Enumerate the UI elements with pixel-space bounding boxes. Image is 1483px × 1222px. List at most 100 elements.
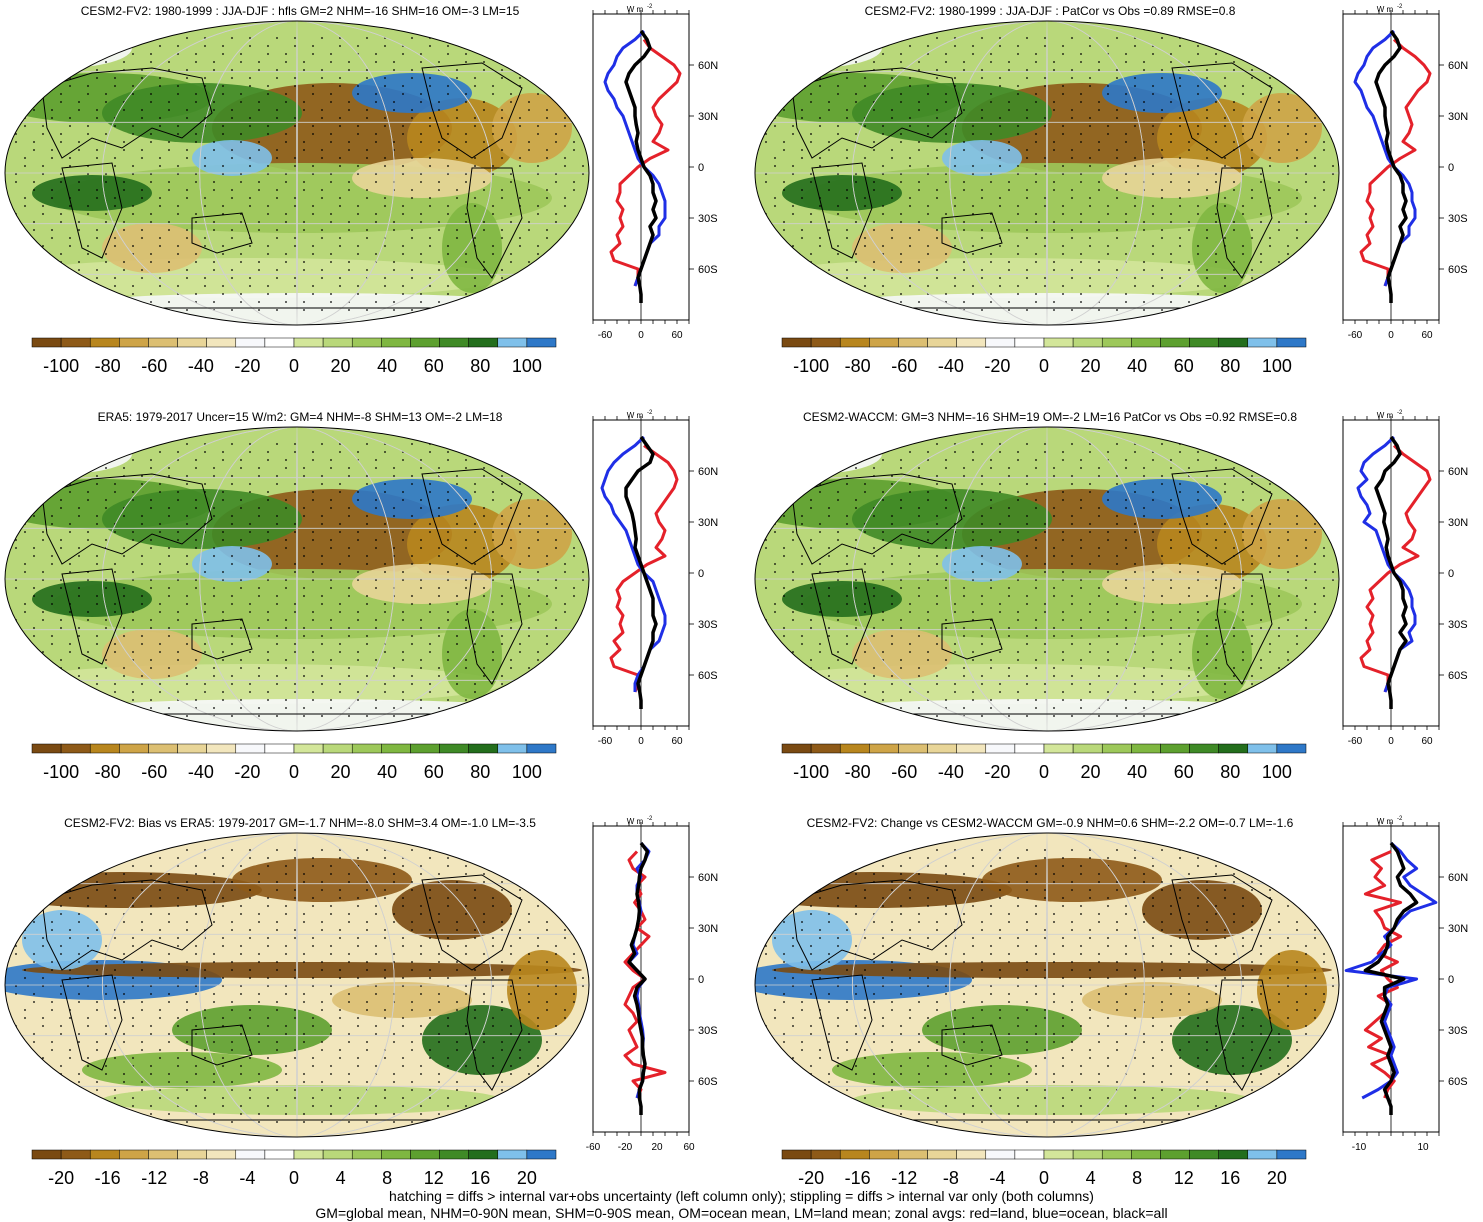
stipple-dot bbox=[537, 659, 539, 661]
stipple-dot bbox=[792, 499, 794, 501]
stipple-dot bbox=[375, 873, 377, 875]
stipple-dot bbox=[258, 261, 260, 263]
colorbar-swatch bbox=[1219, 744, 1248, 753]
stipple-dot bbox=[483, 881, 485, 883]
map-field bbox=[2, 830, 592, 1140]
stipple-dot bbox=[990, 667, 992, 669]
stipple-dot bbox=[429, 969, 431, 971]
stipple-dot bbox=[267, 1025, 269, 1027]
stipple-dot bbox=[954, 611, 956, 613]
stipple-dot bbox=[114, 977, 116, 979]
stipple-dot bbox=[864, 443, 866, 445]
stipple-dot bbox=[927, 691, 929, 693]
stipple-dot bbox=[366, 969, 368, 971]
stipple-dot bbox=[873, 635, 875, 637]
stipple-dot bbox=[159, 197, 161, 199]
stipple-dot bbox=[981, 595, 983, 597]
stipple-dot bbox=[276, 189, 278, 191]
stipple-dot bbox=[114, 897, 116, 899]
stipple-dot bbox=[141, 1009, 143, 1011]
stipple-dot bbox=[846, 555, 848, 557]
stipple-dot bbox=[177, 285, 179, 287]
stipple-dot bbox=[1179, 531, 1181, 533]
stipple-dot bbox=[1224, 125, 1226, 127]
stipple-dot bbox=[981, 189, 983, 191]
stipple-dot bbox=[213, 635, 215, 637]
stipple-dot bbox=[24, 691, 26, 693]
stipple-dot bbox=[846, 683, 848, 685]
stipple-dot bbox=[78, 913, 80, 915]
stipple-dot bbox=[1071, 555, 1073, 557]
stipple-dot bbox=[150, 913, 152, 915]
stipple-dot bbox=[384, 197, 386, 199]
stipple-dot bbox=[564, 237, 566, 239]
stipple-dot bbox=[1161, 483, 1163, 485]
stipple-dot bbox=[114, 611, 116, 613]
colorbar-swatch bbox=[265, 744, 294, 753]
stipple-dot bbox=[1197, 205, 1199, 207]
x-tick-label: 20 bbox=[651, 1142, 663, 1153]
stipple-dot bbox=[483, 667, 485, 669]
stipple-dot bbox=[483, 141, 485, 143]
stipple-dot bbox=[1017, 459, 1019, 461]
stipple-dot bbox=[87, 213, 89, 215]
stipple-dot bbox=[24, 491, 26, 493]
stipple-dot bbox=[168, 547, 170, 549]
stipple-dot bbox=[168, 61, 170, 63]
stipple-dot bbox=[249, 285, 251, 287]
stipple-dot bbox=[51, 889, 53, 891]
stipple-dot bbox=[267, 1057, 269, 1059]
stipple-dot bbox=[1170, 467, 1172, 469]
stipple-dot bbox=[285, 53, 287, 55]
stipple-dot bbox=[1026, 635, 1028, 637]
stipple-dot bbox=[1062, 699, 1064, 701]
stipple-dot bbox=[465, 993, 467, 995]
stipple-dot bbox=[375, 913, 377, 915]
stipple-dot bbox=[195, 667, 197, 669]
stipple-dot bbox=[546, 969, 548, 971]
stipple-dot bbox=[519, 691, 521, 693]
stipple-dot bbox=[501, 229, 503, 231]
stipple-dot bbox=[1242, 571, 1244, 573]
stipple-dot bbox=[1179, 643, 1181, 645]
stipple-dot bbox=[222, 53, 224, 55]
stipple-dot bbox=[141, 109, 143, 111]
stipple-dot bbox=[456, 1001, 458, 1003]
stipple-dot bbox=[1242, 45, 1244, 47]
stipple-dot bbox=[1296, 269, 1298, 271]
stipple-dot bbox=[1188, 635, 1190, 637]
stipple-dot bbox=[546, 1121, 548, 1123]
stipple-dot bbox=[357, 85, 359, 87]
stipple-dot bbox=[366, 961, 368, 963]
stipple-dot bbox=[1161, 189, 1163, 191]
x-tick-label: 60 bbox=[1421, 736, 1433, 747]
stipple-dot bbox=[114, 849, 116, 851]
global-map bbox=[2, 830, 592, 1140]
stipple-dot bbox=[447, 857, 449, 859]
stipple-dot bbox=[24, 849, 26, 851]
stipple-dot bbox=[132, 93, 134, 95]
stipple-dot bbox=[546, 197, 548, 199]
stipple-dot bbox=[765, 253, 767, 255]
stipple-dot bbox=[1107, 491, 1109, 493]
stipple-dot bbox=[303, 229, 305, 231]
stipple-dot bbox=[420, 993, 422, 995]
stipple-dot bbox=[828, 595, 830, 597]
stipple-dot bbox=[1116, 157, 1118, 159]
stipple-dot bbox=[510, 213, 512, 215]
stipple-dot bbox=[546, 1041, 548, 1043]
colorbar-label: -80 bbox=[95, 762, 121, 782]
stipple-dot bbox=[1098, 675, 1100, 677]
stipple-dot bbox=[1314, 531, 1316, 533]
stipple-dot bbox=[1197, 133, 1199, 135]
stipple-dot bbox=[330, 1105, 332, 1107]
stipple-dot bbox=[33, 1121, 35, 1123]
stipple-dot bbox=[186, 77, 188, 79]
stipple-dot bbox=[546, 1049, 548, 1051]
stipple-dot bbox=[330, 93, 332, 95]
stipple-dot bbox=[105, 619, 107, 621]
stipple-dot bbox=[555, 181, 557, 183]
stipple-dot bbox=[114, 85, 116, 87]
colorbar-swatch bbox=[498, 744, 527, 753]
colorbar-swatch bbox=[90, 744, 119, 753]
